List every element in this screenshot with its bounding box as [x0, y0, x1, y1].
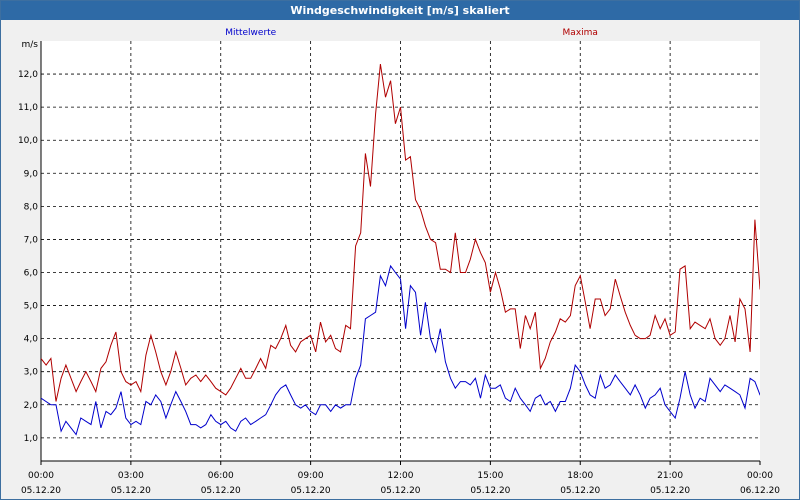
y-axis-unit: m/s: [22, 40, 39, 50]
x-tick-time: 00:00: [747, 471, 773, 481]
x-tick-date: 05.12.20: [380, 486, 420, 496]
x-tick-time: 03:00: [118, 471, 144, 481]
x-tick-time: 21:00: [657, 471, 683, 481]
window-title: Windgeschwindigkeit [m/s] skaliert: [1, 1, 799, 20]
y-tick-label: 4,0: [24, 335, 39, 345]
x-tick-date: 05.12.20: [650, 486, 690, 496]
y-tick-label: 6,0: [24, 268, 39, 278]
x-tick-time: 09:00: [298, 471, 324, 481]
x-tick-date: 05.12.20: [291, 486, 331, 496]
series-line-mittelwerte: [41, 264, 760, 436]
y-tick-label: 12,0: [18, 70, 38, 80]
y-tick-label: 8,0: [24, 202, 39, 212]
y-tick-label: 9,0: [24, 169, 39, 179]
legend-label-mittelwerte: Mittelwerte: [225, 28, 276, 38]
y-tick-label: 11,0: [18, 103, 38, 113]
y-tick-label: 10,0: [18, 136, 38, 146]
legend-label-maxima: Maxima: [563, 28, 598, 38]
x-tick-date: 06.12.20: [740, 486, 780, 496]
x-tick-time: 12:00: [388, 471, 414, 481]
x-tick-time: 00:00: [28, 471, 54, 481]
x-tick-date: 05.12.20: [560, 486, 600, 496]
y-tick-label: 3,0: [24, 368, 39, 378]
x-tick-time: 06:00: [208, 471, 234, 481]
y-tick-label: 5,0: [24, 302, 39, 312]
x-tick-date: 05.12.20: [470, 486, 510, 496]
y-tick-label: 7,0: [24, 235, 39, 245]
y-tick-label: 1,0: [24, 434, 39, 444]
y-tick-label: 2,0: [24, 401, 39, 411]
x-tick-time: 18:00: [567, 471, 593, 481]
x-tick-date: 05.12.20: [111, 486, 151, 496]
x-tick-time: 15:00: [477, 471, 503, 481]
x-tick-date: 05.12.20: [21, 486, 61, 496]
series-line-maxima: [41, 64, 760, 402]
x-tick-date: 05.12.20: [201, 486, 241, 496]
wind-speed-chart: 1,0 2,0 3,0 4,0 5,0 6,0 7,0 8,0 9,0 10,0 11,0 12,0 0…: [18, 28, 780, 496]
